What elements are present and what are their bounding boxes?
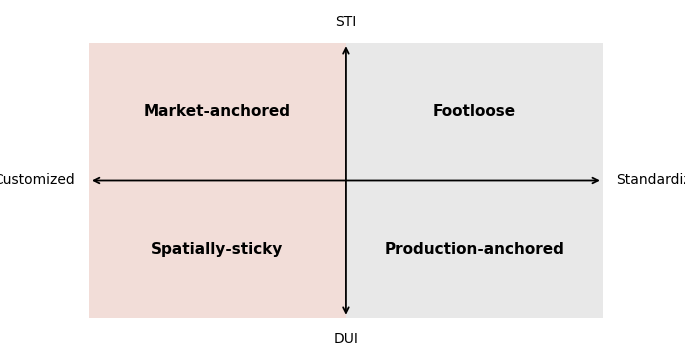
Text: DUI: DUI — [334, 332, 358, 346]
Bar — [346, 43, 603, 318]
Text: Production-anchored: Production-anchored — [384, 242, 564, 257]
Text: Spatially-sticky: Spatially-sticky — [151, 242, 284, 257]
Text: Market-anchored: Market-anchored — [144, 104, 291, 119]
Text: Customized: Customized — [0, 174, 75, 187]
Text: Footloose: Footloose — [433, 104, 516, 119]
Text: STI: STI — [335, 15, 357, 29]
Bar — [89, 43, 346, 318]
Text: Standardized: Standardized — [616, 174, 685, 187]
